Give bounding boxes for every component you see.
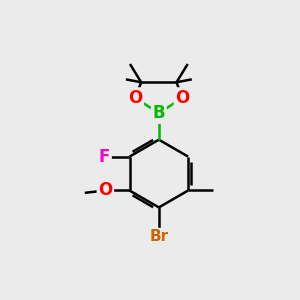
Text: Br: Br — [149, 230, 168, 244]
Text: F: F — [99, 148, 110, 166]
Text: O: O — [175, 89, 190, 107]
Text: O: O — [128, 89, 142, 107]
Text: B: B — [152, 104, 165, 122]
Text: O: O — [98, 182, 112, 200]
